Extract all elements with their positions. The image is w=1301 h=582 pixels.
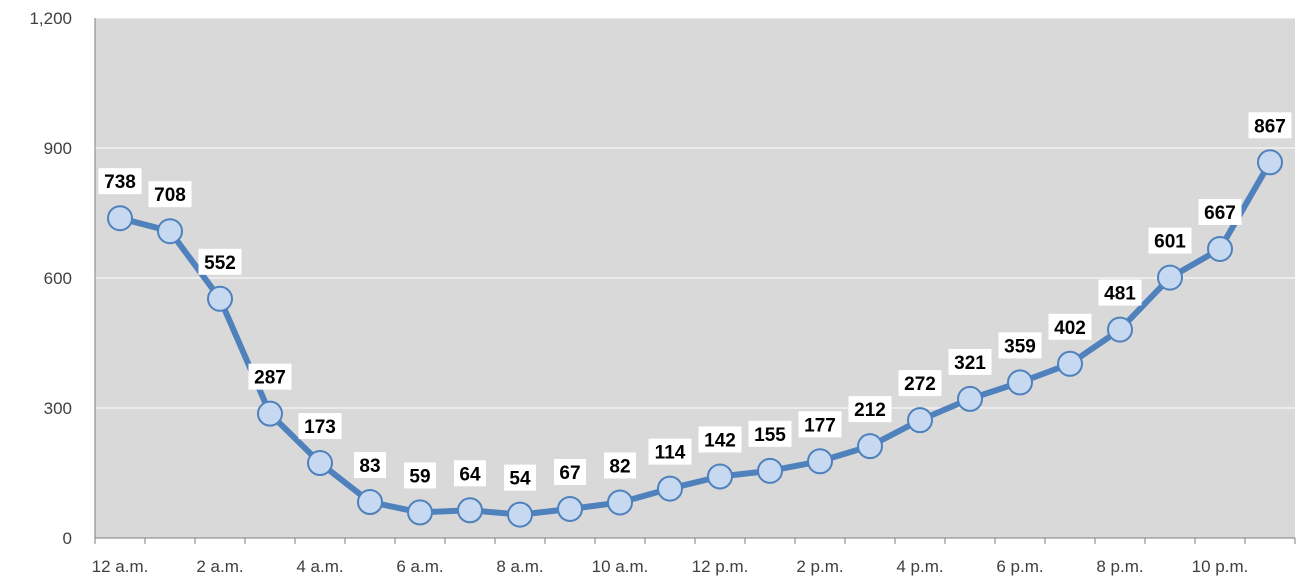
data-point-marker [157,218,183,245]
data-point-marker [307,450,333,477]
x-tick-label: 10 p.m. [1192,557,1249,576]
x-tick-label: 6 a.m. [396,557,443,576]
data-label: 173 [304,417,336,438]
data-label: 142 [704,430,736,451]
data-point-marker [907,407,933,434]
data-label: 708 [154,185,186,206]
data-label: 402 [1054,318,1086,339]
data-label: 59 [409,466,430,487]
data-label: 738 [104,172,136,193]
data-label: 867 [1254,116,1286,137]
x-axis-tick-labels: 12 a.m. 2 a.m. 4 a.m. 6 a.m. 8 a.m. 10 a.m. 12… [92,557,1249,576]
data-point-marker [957,385,983,412]
data-label: 64 [459,464,481,485]
data-point-marker [407,499,433,526]
data-point-marker [1007,369,1033,396]
axes [94,18,1296,544]
data-point-marker [457,497,483,524]
data-label-background [298,413,342,440]
data-label: 481 [1104,284,1136,305]
data-label-background [798,411,842,438]
data-label: 212 [854,400,886,421]
x-tick-label: 8 p.m. [1096,557,1143,576]
data-label: 83 [359,456,380,477]
data-point-marker [507,501,533,528]
data-point-marker [607,489,633,516]
data-point-marker [1057,350,1083,377]
x-tick-label: 4 p.m. [896,557,943,576]
data-label-background [948,348,992,375]
x-tick-label: 4 a.m. [296,557,343,576]
y-tick-label: 1,200 [29,9,72,28]
data-point-marker [357,489,383,516]
data-label-background [1248,112,1292,139]
data-point-marker [1207,235,1233,262]
data-label-background [504,464,536,491]
data-label-background [248,363,292,390]
data-label-background [454,460,486,487]
data-label-background [1148,227,1192,254]
data-point-marker [207,285,233,312]
y-tick-label: 0 [63,529,72,548]
data-label: 601 [1154,232,1186,253]
data-label: 321 [954,353,986,374]
x-tick-label: 6 p.m. [996,557,1043,576]
y-axis-tick-labels: 0 300 600 900 1,200 [29,9,72,548]
series-group [107,149,1283,528]
x-tick-label: 2 a.m. [196,557,243,576]
data-label-background [648,438,692,465]
data-point-marker [757,457,783,484]
data-label-background [198,248,242,275]
data-label: 359 [1004,336,1036,357]
data-point-marker [1107,316,1133,343]
data-label: 67 [559,463,580,484]
y-tick-label: 300 [44,399,72,418]
data-label: 155 [754,425,786,446]
data-point-marker [1257,149,1283,176]
x-tick-label: 10 a.m. [592,557,649,576]
data-label-background [404,462,436,489]
data-label: 552 [204,253,236,274]
data-point-marker [557,495,583,522]
data-label-background [848,396,892,423]
data-point-marker [657,475,683,502]
x-tick-label: 8 a.m. [496,557,543,576]
data-label: 82 [609,456,630,477]
data-label-background [1198,198,1242,225]
data-label-background [998,332,1042,359]
data-label-background [1048,313,1092,340]
data-label: 114 [655,443,686,464]
data-label-background [748,420,792,447]
x-tick-label: 12 a.m. [92,557,149,576]
y-tick-label: 600 [44,269,72,288]
data-label: 667 [1204,203,1236,224]
data-label-background [98,168,142,195]
data-point-marker [107,205,133,232]
data-point-marker [1157,264,1183,291]
data-point-marker [807,448,833,475]
data-point-marker [707,463,733,490]
y-tick-label: 900 [44,139,72,158]
data-label-background [604,452,636,479]
data-label-background [554,458,586,485]
data-label-background [898,370,942,397]
x-tick-label: 12 p.m. [692,557,749,576]
data-label: 287 [254,368,286,389]
data-label: 177 [804,415,836,436]
data-label-background [698,426,742,453]
gridlines [95,17,1295,409]
data-point-marker [857,433,883,460]
data-label: 54 [509,469,531,490]
x-tick-label: 2 p.m. [796,557,843,576]
data-label-background [1098,279,1142,306]
data-label-background [148,181,192,208]
data-point-marker [257,400,283,427]
data-labels: 738 708 552 287 173 83 59 64 54 67 82 114 142 155 177 2… [98,112,1292,491]
data-label-background [354,452,386,479]
data-label: 272 [904,374,936,395]
